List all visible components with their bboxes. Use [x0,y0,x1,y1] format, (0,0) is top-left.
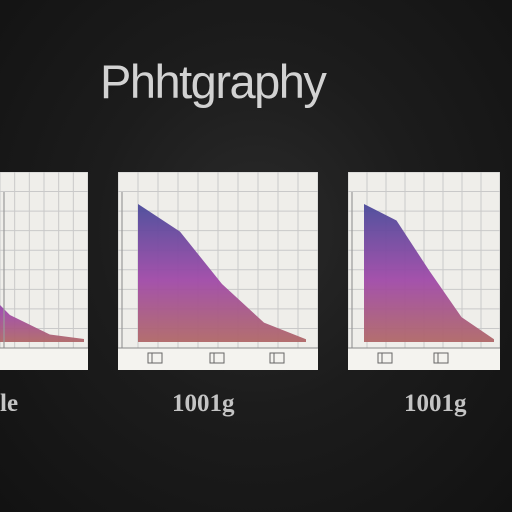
histogram-panel-left [0,172,88,370]
histogram-panel-middle [118,172,318,370]
panel-footer [348,348,500,370]
footer-glyph [433,352,449,364]
histogram-area [0,304,84,342]
footer-glyph [147,352,163,364]
panel-footer [118,348,318,370]
panel-footer [0,348,88,370]
histogram-area [364,204,494,342]
footer-glyph [269,352,285,364]
panel-label-right: 1001g [404,390,467,417]
histogram-area [138,204,306,342]
panel-label-middle: 1001g [172,390,235,417]
histogram-panel-right [348,172,500,370]
page-title: Phhtgraphy [100,55,327,108]
footer-glyph [209,352,225,364]
histogram-left [0,172,88,370]
panel-label-left: le [0,390,19,417]
histogram-middle [118,172,318,370]
footer-glyph [377,352,393,364]
histogram-right [348,172,500,370]
